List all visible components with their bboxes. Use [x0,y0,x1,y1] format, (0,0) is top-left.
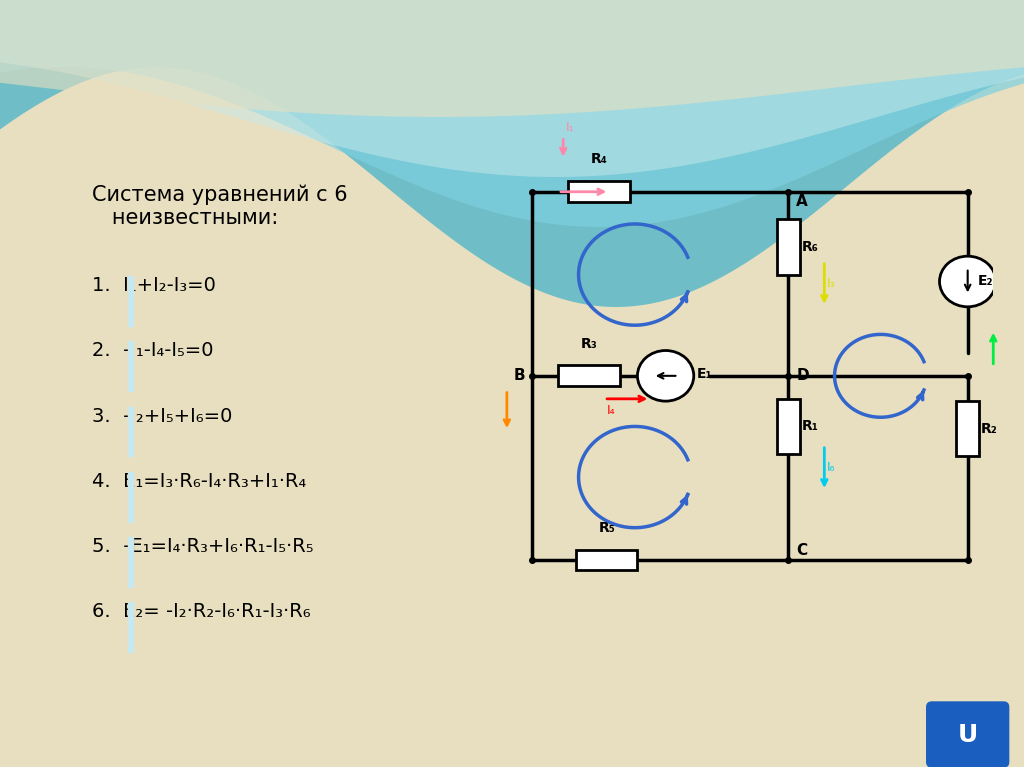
Text: R₂: R₂ [981,422,997,436]
Text: B: B [513,368,524,384]
FancyBboxPatch shape [128,602,133,652]
Text: 4.  E₁=I₃·R₆-I₄·R₃+I₁·R₄: 4. E₁=I₃·R₆-I₄·R₃+I₁·R₄ [92,472,306,491]
Bar [956,401,979,456]
Text: 6.  E₂= -I₂·R₂-I₆·R₁-I₃·R₆: 6. E₂= -I₂·R₂-I₆·R₁-I₃·R₆ [92,602,311,621]
Text: R₃: R₃ [581,337,597,351]
Text: I₆: I₆ [827,462,836,474]
Text: I₁: I₁ [565,121,574,134]
Circle shape [939,256,995,307]
Text: 1.  I₁+I₂-I₃=0: 1. I₁+I₂-I₃=0 [92,276,216,295]
FancyBboxPatch shape [128,472,133,522]
FancyBboxPatch shape [128,341,133,391]
Text: R₆: R₆ [801,240,818,254]
Bar [575,549,637,571]
Polygon shape [0,0,1024,177]
FancyBboxPatch shape [927,702,1009,767]
Bar [777,219,800,275]
Bar [568,181,630,202]
Text: R₅: R₅ [598,521,615,535]
Text: E₁: E₁ [696,367,712,380]
Circle shape [637,351,694,401]
Bar [558,365,620,386]
Text: 3.  -I₂+I₅+I₆=0: 3. -I₂+I₅+I₆=0 [92,407,232,426]
Polygon shape [0,0,1024,307]
Polygon shape [0,0,1024,117]
Text: U: U [957,723,978,747]
FancyBboxPatch shape [128,407,133,456]
Text: D: D [797,368,809,384]
Polygon shape [0,0,1024,227]
Text: I₄: I₄ [606,404,615,417]
Text: A: A [797,194,808,209]
Text: Система уравнений с 6
   неизвестными:: Система уравнений с 6 неизвестными: [92,184,348,228]
Bar [777,399,800,454]
Text: I₃: I₃ [827,278,836,290]
Text: C: C [797,542,807,558]
Text: 5.  -E₁=I₄·R₃+I₆·R₁-I₅·R₅: 5. -E₁=I₄·R₃+I₆·R₁-I₅·R₅ [92,537,313,556]
FancyBboxPatch shape [128,276,133,326]
Text: R₄: R₄ [591,153,607,166]
Text: R₁: R₁ [801,420,818,433]
Text: 2.  -I₁-I₄-I₅=0: 2. -I₁-I₄-I₅=0 [92,341,214,360]
FancyBboxPatch shape [128,537,133,587]
Text: E₂: E₂ [978,275,993,288]
